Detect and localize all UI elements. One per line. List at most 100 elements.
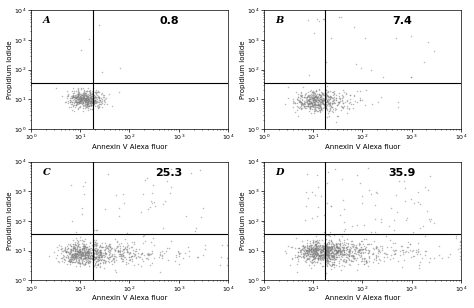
Point bbox=[308, 100, 316, 105]
Point bbox=[64, 92, 72, 97]
Point bbox=[310, 245, 317, 249]
Point bbox=[110, 256, 118, 261]
Point bbox=[106, 91, 113, 96]
Point bbox=[320, 98, 328, 103]
Point bbox=[322, 250, 330, 255]
Point bbox=[101, 245, 109, 250]
Point bbox=[310, 258, 318, 263]
Point bbox=[309, 255, 317, 260]
Point bbox=[372, 258, 380, 263]
Point bbox=[66, 262, 73, 267]
Point bbox=[327, 104, 334, 109]
Point bbox=[344, 255, 351, 260]
Point bbox=[301, 101, 309, 106]
Point bbox=[70, 97, 77, 102]
Point bbox=[84, 99, 92, 103]
Point bbox=[84, 259, 92, 264]
Point bbox=[64, 259, 72, 264]
Point bbox=[282, 102, 289, 107]
Point bbox=[369, 245, 377, 250]
Point bbox=[93, 258, 101, 263]
Point bbox=[139, 241, 147, 246]
Point bbox=[74, 88, 82, 93]
Point bbox=[82, 254, 89, 259]
Point bbox=[313, 251, 320, 256]
Point bbox=[54, 245, 61, 250]
Point bbox=[336, 99, 343, 104]
Point bbox=[91, 249, 99, 254]
Point bbox=[78, 93, 86, 98]
Point bbox=[365, 248, 373, 253]
Point bbox=[333, 254, 340, 259]
Point bbox=[58, 93, 66, 98]
Point bbox=[333, 249, 341, 253]
Point bbox=[89, 255, 97, 260]
Point bbox=[304, 238, 311, 243]
Point bbox=[80, 245, 88, 250]
Point bbox=[68, 99, 76, 104]
Point bbox=[143, 256, 150, 261]
Point bbox=[316, 98, 323, 103]
Point bbox=[77, 254, 84, 259]
Point bbox=[309, 248, 317, 253]
Point bbox=[322, 243, 329, 248]
Point bbox=[307, 88, 314, 93]
Point bbox=[96, 247, 104, 252]
Point bbox=[70, 255, 78, 260]
Point bbox=[308, 103, 316, 108]
Point bbox=[308, 249, 315, 254]
Point bbox=[297, 100, 304, 105]
Point bbox=[328, 246, 335, 251]
Point bbox=[81, 97, 88, 102]
Point bbox=[67, 247, 74, 252]
Point bbox=[332, 243, 340, 248]
Point bbox=[128, 253, 136, 258]
Point bbox=[391, 252, 399, 257]
Point bbox=[128, 239, 136, 244]
Point bbox=[77, 96, 85, 101]
Point bbox=[91, 250, 98, 255]
Point bbox=[316, 253, 323, 258]
Point bbox=[92, 252, 100, 257]
Point bbox=[321, 95, 329, 100]
Point bbox=[122, 246, 130, 251]
Point bbox=[223, 263, 231, 268]
Point bbox=[330, 90, 338, 95]
Point bbox=[354, 255, 361, 260]
Point bbox=[354, 268, 361, 273]
Point bbox=[119, 192, 127, 197]
Point bbox=[319, 252, 326, 257]
Point bbox=[389, 241, 397, 245]
Point bbox=[337, 253, 345, 258]
Point bbox=[326, 245, 334, 250]
Point bbox=[77, 251, 84, 256]
Point bbox=[80, 101, 87, 106]
Point bbox=[86, 248, 93, 253]
Point bbox=[315, 246, 323, 251]
Point bbox=[74, 94, 82, 99]
Point bbox=[420, 59, 428, 64]
Point bbox=[306, 241, 313, 246]
Point bbox=[308, 247, 316, 252]
Point bbox=[311, 242, 319, 247]
Point bbox=[55, 258, 62, 263]
Point bbox=[326, 251, 334, 256]
Point bbox=[103, 102, 111, 107]
Point bbox=[329, 242, 337, 247]
Point bbox=[293, 101, 301, 106]
Point bbox=[324, 253, 332, 258]
Point bbox=[317, 94, 325, 99]
Point bbox=[377, 220, 385, 225]
Point bbox=[340, 252, 347, 257]
Point bbox=[388, 245, 395, 249]
Point bbox=[318, 106, 325, 111]
Point bbox=[105, 247, 113, 252]
Point bbox=[301, 100, 308, 105]
Point bbox=[312, 249, 320, 254]
Point bbox=[320, 255, 328, 260]
Point bbox=[304, 247, 312, 252]
Point bbox=[309, 93, 317, 98]
Point bbox=[297, 251, 305, 256]
Point bbox=[123, 260, 130, 265]
Point bbox=[284, 95, 292, 100]
